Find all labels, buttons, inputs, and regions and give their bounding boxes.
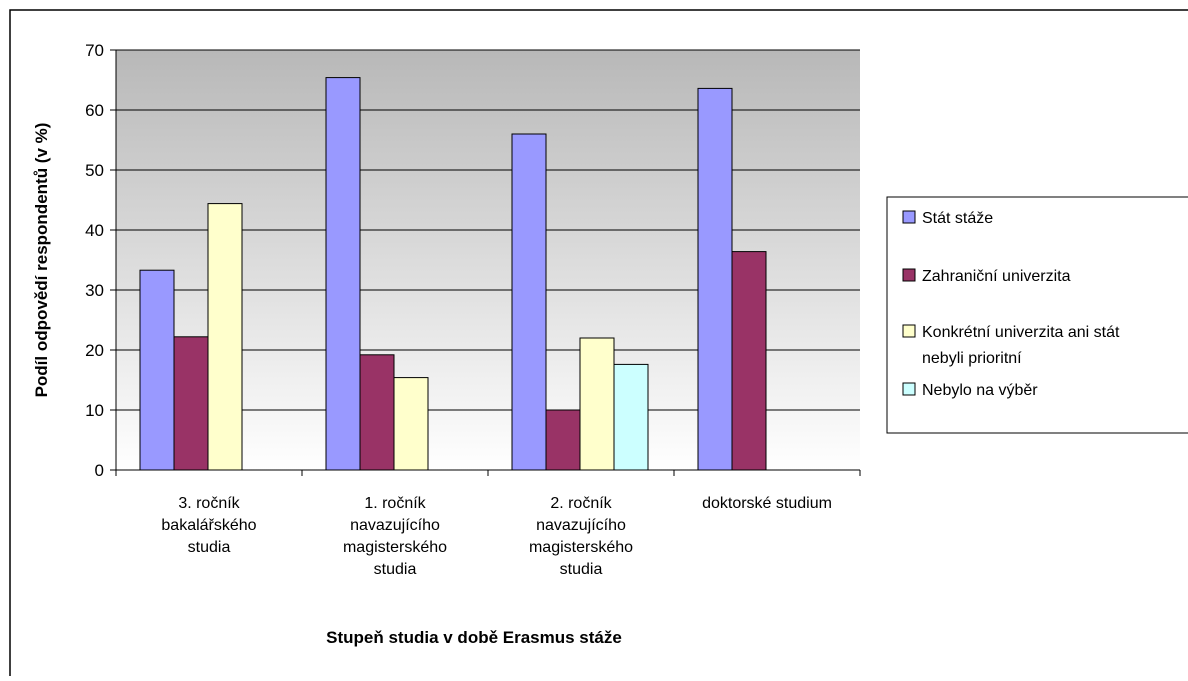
legend-swatch-4 <box>902 382 916 396</box>
legend-swatch-3 <box>902 324 916 338</box>
legend-label-2: Zahraniční univerzita <box>922 268 1071 285</box>
legend-swatch-1 <box>902 210 916 224</box>
y-axis-title: Podíl odpovědí respondentů (v %) <box>32 123 51 398</box>
bar-3-3 <box>579 337 615 471</box>
bar-4-3 <box>613 363 649 471</box>
x-axis-title: Stupeň studia v době Erasmus stáže <box>326 628 622 647</box>
legend-box <box>886 196 1188 434</box>
x-tick-label: doktorské studium <box>702 495 832 512</box>
legend-swatch-2 <box>902 268 916 282</box>
bar-2-1 <box>173 336 209 471</box>
y-tick-label: 50 <box>85 161 104 180</box>
x-tick-label: 3. ročník bakalářského studia <box>161 495 256 556</box>
bar-1-1 <box>139 269 175 471</box>
bar-2-3 <box>545 409 581 471</box>
legend-label-1: Stát stáže <box>922 210 993 227</box>
bars <box>139 77 767 471</box>
x-tick-label: 1. ročník navazujícího magisterského studia <box>343 495 447 578</box>
bar-1-2 <box>325 77 361 471</box>
y-tick-label: 40 <box>85 221 104 240</box>
y-tick-label: 10 <box>85 401 104 420</box>
bar-3-2 <box>393 377 429 471</box>
y-tick-label: 30 <box>85 281 104 300</box>
legend-label-3: Konkrétní univerzita ani stát nebyli prio… <box>922 324 1120 367</box>
y-tick-label: 20 <box>85 341 104 360</box>
bar-3-1 <box>207 203 243 471</box>
bar-2-4 <box>731 251 767 471</box>
y-tick-label: 0 <box>95 461 104 480</box>
x-tick-label: 2. ročník navazujícího magisterského studia <box>529 495 633 578</box>
y-tick-label: 70 <box>85 41 104 60</box>
bar-1-4 <box>697 87 733 471</box>
legend-label-4: Nebylo na výběr <box>922 382 1038 399</box>
y-tick-label: 60 <box>85 101 104 120</box>
legend: Stát stáže Zahraniční univerzita Konkrétní… <box>886 196 1188 434</box>
bar-2-2 <box>359 354 395 471</box>
bar-1-3 <box>511 133 547 471</box>
axes: 0 10 20 30 40 50 60 70 3. ročník bakalářského stud… <box>32 41 861 647</box>
